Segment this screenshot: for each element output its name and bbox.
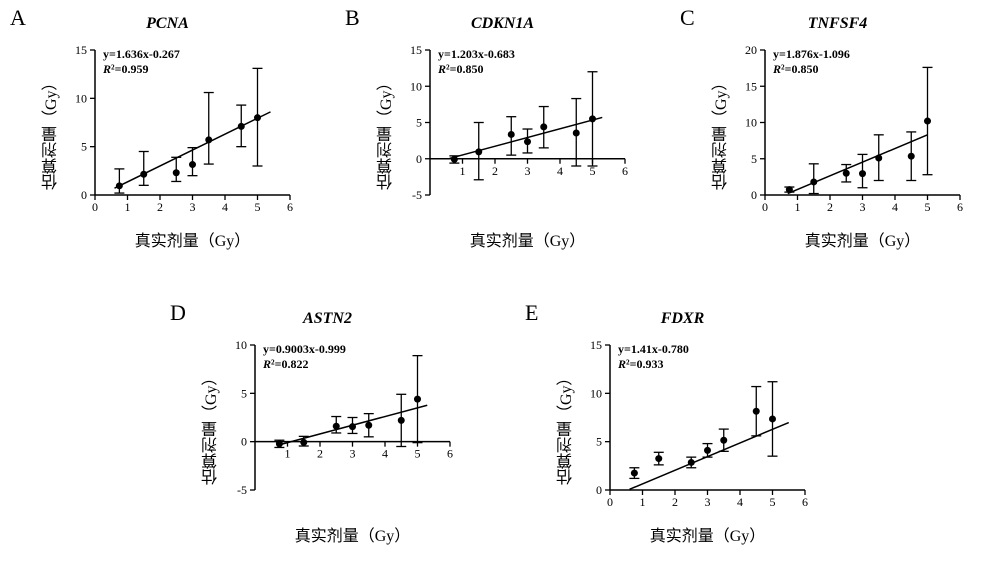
x-axis-label: 真实剂量（Gy） xyxy=(430,227,625,251)
svg-text:3: 3 xyxy=(705,495,711,509)
panel-E: EFDXR0123456051015y=1.41x-0.780R²=0.933估… xyxy=(525,300,825,555)
svg-text:6: 6 xyxy=(957,200,963,214)
svg-text:3: 3 xyxy=(525,164,531,178)
svg-text:4: 4 xyxy=(892,200,898,214)
svg-text:1: 1 xyxy=(460,164,466,178)
svg-text:1: 1 xyxy=(125,200,131,214)
svg-text:5: 5 xyxy=(596,435,602,449)
svg-text:10: 10 xyxy=(745,116,757,130)
svg-text:0: 0 xyxy=(416,152,422,166)
svg-text:10: 10 xyxy=(75,91,87,105)
panel-C: CTNFSF4012345605101520y=1.876x-1.096R²=0… xyxy=(680,5,980,260)
panel-D: DASTN2123456-50510y=0.9003x-0.999R²=0.82… xyxy=(170,300,470,555)
svg-text:5: 5 xyxy=(241,386,247,400)
y-axis-label: 估算剂量（Gy） xyxy=(710,55,734,190)
y-axis-label: 估算剂量（Gy） xyxy=(40,55,64,190)
x-axis-label: 真实剂量（Gy） xyxy=(95,227,290,251)
panel-B: BCDKN1A123456-5051015y=1.203x-0.683R²=0.… xyxy=(345,5,645,260)
svg-text:15: 15 xyxy=(410,43,422,57)
svg-text:5: 5 xyxy=(415,447,421,461)
svg-text:5: 5 xyxy=(255,200,261,214)
eq-line: y=1.203x-0.683 xyxy=(438,47,515,62)
svg-text:0: 0 xyxy=(607,495,613,509)
r2-line: R²=0.850 xyxy=(438,62,515,77)
equation-box: y=1.41x-0.780R²=0.933 xyxy=(618,342,689,372)
svg-text:3: 3 xyxy=(860,200,866,214)
svg-text:-5: -5 xyxy=(237,483,247,497)
svg-text:1: 1 xyxy=(795,200,801,214)
svg-text:20: 20 xyxy=(745,43,757,57)
svg-text:0: 0 xyxy=(241,435,247,449)
y-axis-label: 估算剂量（Gy） xyxy=(555,350,579,485)
eq-line: y=1.41x-0.780 xyxy=(618,342,689,357)
svg-text:4: 4 xyxy=(557,164,563,178)
y-axis-label: 估算剂量（Gy） xyxy=(375,55,399,190)
svg-text:0: 0 xyxy=(751,188,757,202)
svg-text:4: 4 xyxy=(222,200,228,214)
x-axis-label: 真实剂量（Gy） xyxy=(610,522,805,546)
x-axis-label: 真实剂量（Gy） xyxy=(765,227,960,251)
svg-text:2: 2 xyxy=(157,200,163,214)
svg-text:3: 3 xyxy=(190,200,196,214)
svg-text:5: 5 xyxy=(925,200,931,214)
r2-line: R²=0.933 xyxy=(618,357,689,372)
svg-text:15: 15 xyxy=(590,338,602,352)
svg-text:4: 4 xyxy=(737,495,743,509)
eq-line: y=0.9003x-0.999 xyxy=(263,342,346,357)
svg-text:15: 15 xyxy=(745,79,757,93)
svg-text:2: 2 xyxy=(317,447,323,461)
svg-text:10: 10 xyxy=(235,338,247,352)
svg-text:0: 0 xyxy=(81,188,87,202)
svg-text:6: 6 xyxy=(802,495,808,509)
svg-text:2: 2 xyxy=(827,200,833,214)
svg-text:2: 2 xyxy=(492,164,498,178)
svg-text:10: 10 xyxy=(410,79,422,93)
svg-text:5: 5 xyxy=(81,140,87,154)
y-axis-label: 估算剂量（Gy） xyxy=(200,350,224,485)
svg-text:10: 10 xyxy=(590,386,602,400)
r2-line: R²=0.959 xyxy=(103,62,180,77)
svg-text:5: 5 xyxy=(770,495,776,509)
svg-text:6: 6 xyxy=(622,164,628,178)
equation-box: y=1.203x-0.683R²=0.850 xyxy=(438,47,515,77)
svg-text:5: 5 xyxy=(751,152,757,166)
x-axis-label: 真实剂量（Gy） xyxy=(255,522,450,546)
svg-text:4: 4 xyxy=(382,447,388,461)
r2-line: R²=0.850 xyxy=(773,62,850,77)
svg-text:0: 0 xyxy=(92,200,98,214)
svg-text:1: 1 xyxy=(285,447,291,461)
svg-text:6: 6 xyxy=(287,200,293,214)
eq-line: y=1.636x-0.267 xyxy=(103,47,180,62)
svg-text:-5: -5 xyxy=(412,188,422,202)
equation-box: y=1.876x-1.096R²=0.850 xyxy=(773,47,850,77)
svg-text:1: 1 xyxy=(640,495,646,509)
svg-text:6: 6 xyxy=(447,447,453,461)
panel-A: APCNA0123456051015y=1.636x-0.267R²=0.959… xyxy=(10,5,310,260)
r2-line: R²=0.822 xyxy=(263,357,346,372)
eq-line: y=1.876x-1.096 xyxy=(773,47,850,62)
equation-box: y=1.636x-0.267R²=0.959 xyxy=(103,47,180,77)
svg-text:0: 0 xyxy=(596,483,602,497)
svg-text:3: 3 xyxy=(350,447,356,461)
svg-text:2: 2 xyxy=(672,495,678,509)
svg-text:5: 5 xyxy=(416,116,422,130)
svg-text:0: 0 xyxy=(762,200,768,214)
equation-box: y=0.9003x-0.999R²=0.822 xyxy=(263,342,346,372)
svg-text:15: 15 xyxy=(75,43,87,57)
